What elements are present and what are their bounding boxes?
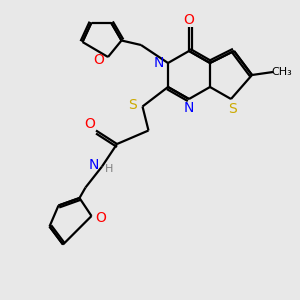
Text: H: H (105, 164, 114, 175)
Text: N: N (154, 56, 164, 70)
Text: CH₃: CH₃ (271, 67, 292, 77)
Text: O: O (84, 118, 95, 131)
Text: O: O (184, 14, 194, 27)
Text: S: S (228, 103, 237, 116)
Text: O: O (94, 53, 104, 67)
Text: N: N (88, 158, 99, 172)
Text: S: S (128, 98, 137, 112)
Text: O: O (95, 211, 106, 224)
Text: N: N (184, 101, 194, 115)
